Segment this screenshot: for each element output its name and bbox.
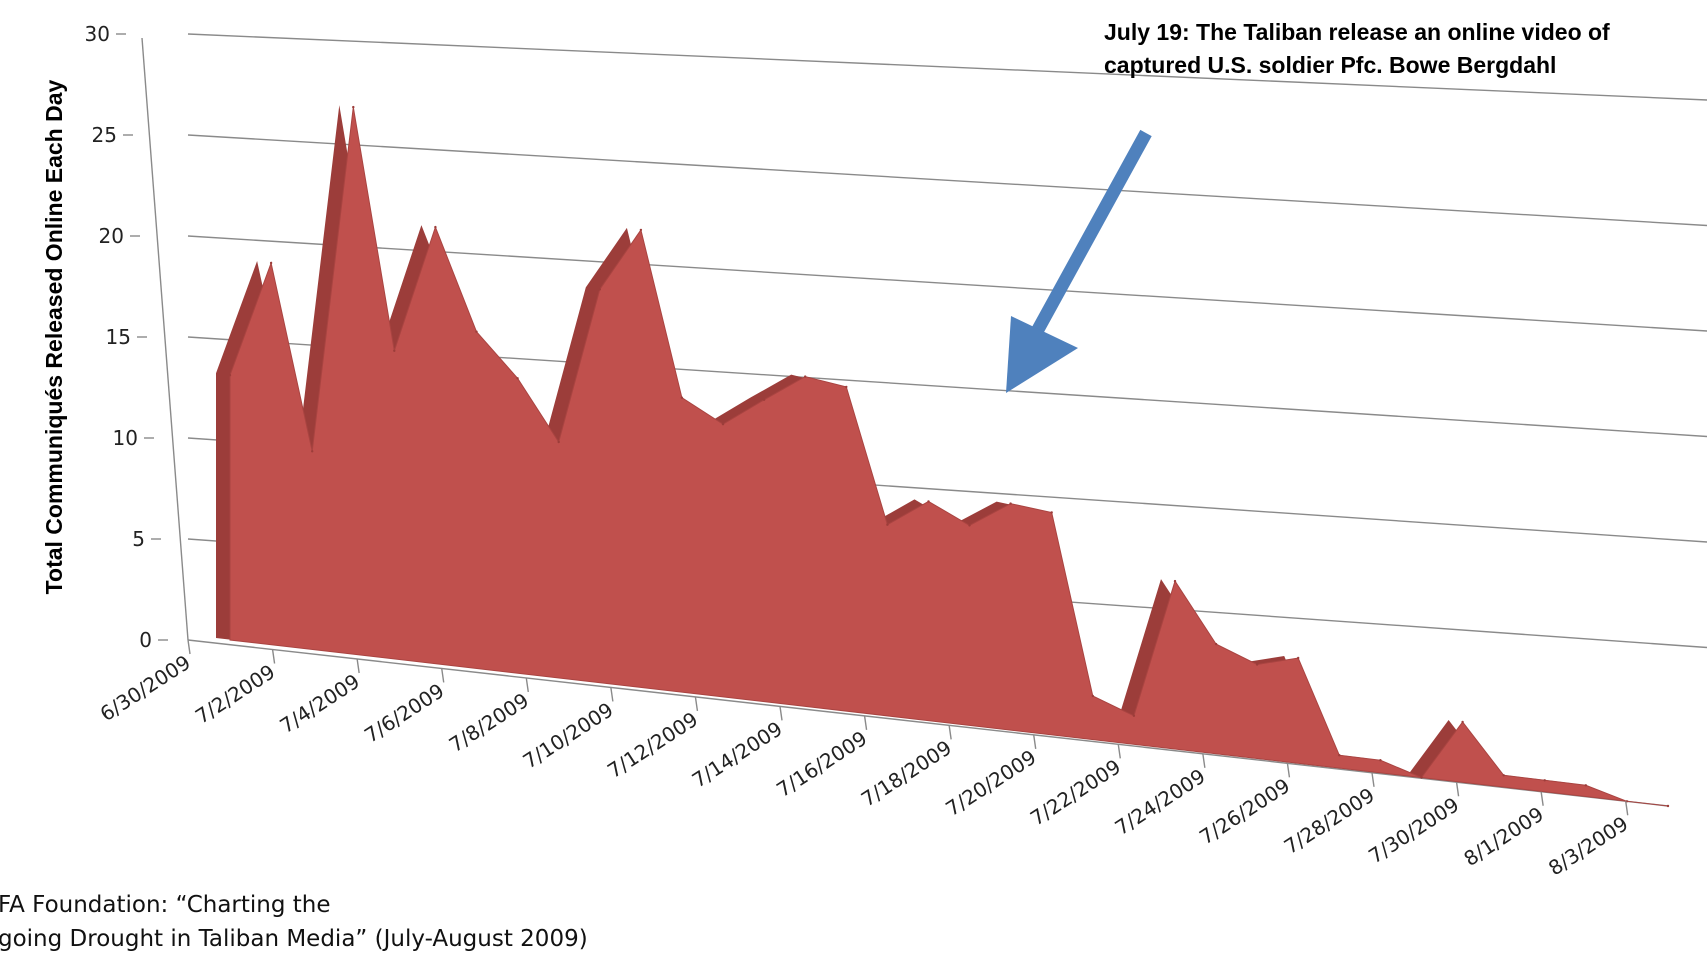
data-point [1461,720,1464,724]
gridline [187,134,1707,227]
data-point [804,375,807,378]
x-tick-mark [1371,772,1375,787]
y-tick-label: 15 [106,325,131,349]
x-tick-mark [1625,801,1629,816]
data-point [1379,759,1382,762]
data-point [927,500,930,503]
data-point [1091,694,1095,698]
x-tick-label: 8/1/2009 [1459,802,1547,871]
data-point [721,423,725,426]
data-point [1132,714,1136,717]
data-point [475,330,478,333]
data-point [1584,784,1588,787]
data-point [228,374,232,377]
data-point [1050,511,1053,514]
data-point [1173,579,1177,583]
arrow-shaft [1029,129,1152,339]
x-tick-label: 8/3/2009 [1544,811,1632,880]
x-tick-mark [1117,744,1121,759]
y-tick-label: 25 [92,123,117,147]
data-point [1214,642,1218,646]
y-axis-line [141,37,189,641]
x-tick-mark [863,715,868,730]
data-point [1543,779,1546,782]
x-tick-label: 7/6/2009 [360,679,448,748]
source-note: FA Foundation: “Charting the going Droug… [0,888,898,956]
arrow-head [1006,316,1078,393]
data-point [311,450,314,453]
data-point [680,396,684,399]
x-tick-mark [1033,734,1037,749]
data-point [1420,776,1423,779]
y-tick-label: 5 [132,527,145,551]
data-point [598,288,601,291]
data-point [639,228,643,232]
y-tick-label: 30 [85,22,110,46]
data-point [516,377,519,380]
x-tick-label: 7/30/2009 [1364,792,1463,868]
x-tick-mark [356,658,360,674]
annotation-arrow [1006,129,1152,393]
data-point [886,523,889,526]
y-axis-ticks: 0 5 10 15 20 25 30 [85,22,168,652]
gridline [187,33,1707,101]
data-point [968,524,971,527]
y-axis-label: Total Communiqués Released Online Each D… [41,79,67,594]
annotation-text: July 19: The Taliban release an online v… [1104,19,1610,78]
x-tick-mark [948,725,952,740]
x-tick-mark [187,639,191,655]
data-point [1666,804,1670,808]
data-point [434,225,437,229]
data-point [1502,774,1505,777]
y-tick-label: 0 [139,628,152,652]
data-point [762,398,766,401]
data-point [1338,754,1341,757]
data-point [1255,663,1259,666]
x-tick-mark [610,687,614,702]
area-fill [229,107,1669,807]
data-point [269,261,273,265]
x-tick-mark [1202,753,1206,768]
source-note-line-1: FA Foundation: “Charting the [0,892,331,918]
x-tick-mark [1540,791,1544,806]
data-point [1009,502,1012,505]
x-tick-mark [1455,782,1460,797]
data-point [845,385,848,389]
x-tick-label: 7/4/2009 [275,669,363,738]
data-point [557,440,560,444]
x-tick-mark [1286,763,1291,778]
source-note-line-2: going Drought in Taliban Media” (July-Au… [0,926,588,952]
x-tick-label: 7/8/2009 [445,688,533,757]
data-point [1297,656,1300,660]
x-tick-mark [694,696,699,712]
x-tick-mark [271,649,276,664]
x-tick-mark [779,706,783,721]
y-tick-label: 10 [113,426,138,450]
x-tick-mark [441,668,445,683]
x-tick-mark [525,677,529,693]
x-tick-label: 7/2/2009 [191,660,279,729]
y-tick-label: 20 [99,224,124,248]
data-point [393,349,396,352]
data-point [352,105,355,109]
x-tick-label: 6/30/2009 [96,650,195,726]
